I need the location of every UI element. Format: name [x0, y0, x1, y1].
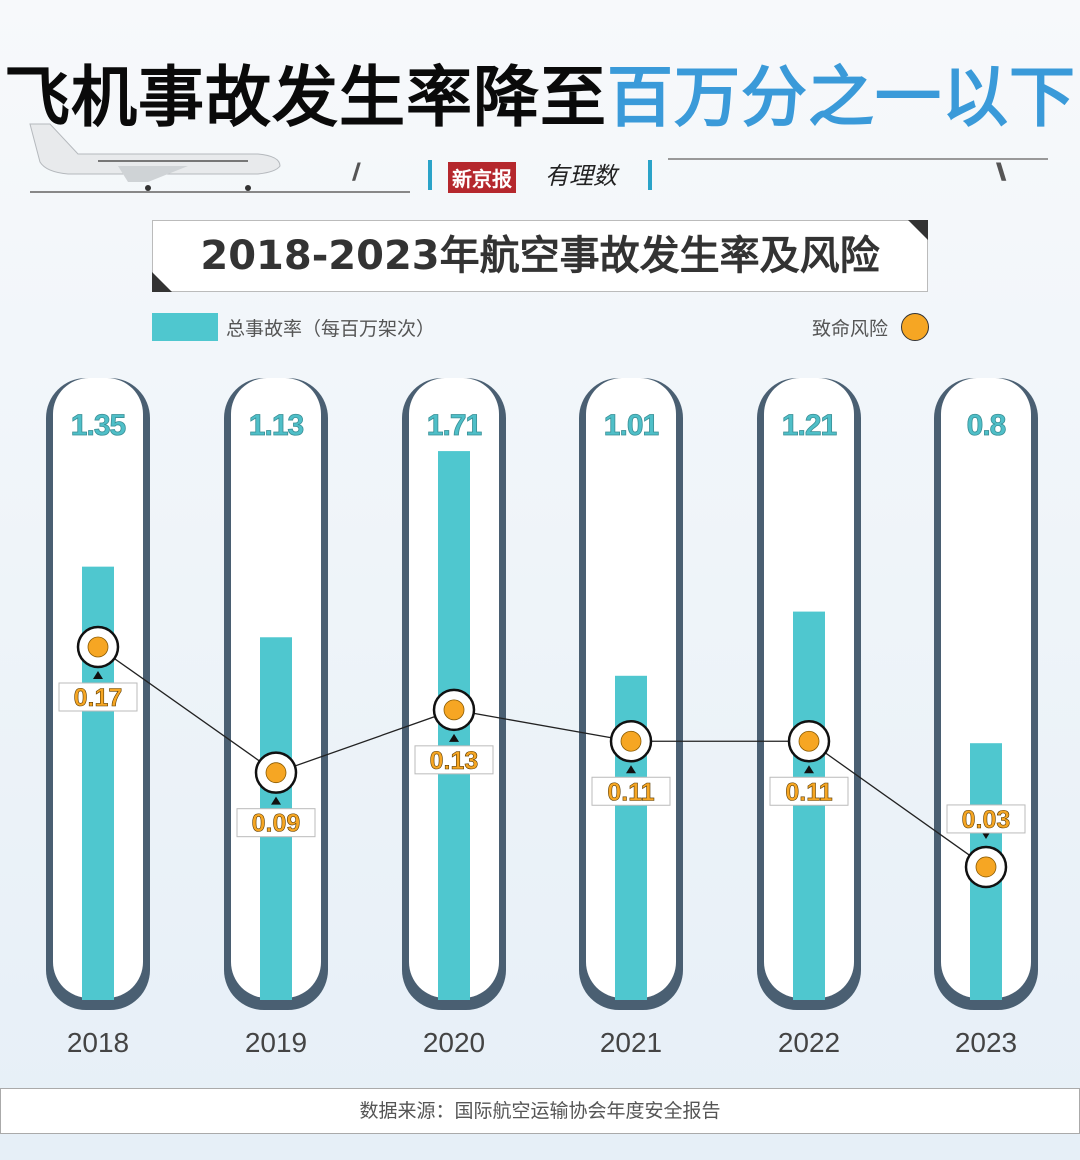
bar-value-label: 1.71 [427, 409, 482, 442]
brand-column-logo: 有理数 [545, 162, 617, 190]
x-tick-label: 2019 [245, 1027, 307, 1058]
risk-line [97, 646, 987, 868]
risk-point [87, 636, 109, 658]
risk-value-label: 0.11 [785, 778, 832, 806]
risk-value-label: 0.17 [74, 684, 123, 712]
arrow-up-icon [626, 765, 636, 774]
arrow-up-icon [271, 796, 281, 805]
x-tick-label: 2023 [955, 1027, 1017, 1058]
risk-point [798, 730, 820, 752]
risk-point [620, 730, 642, 752]
risk-value-label: 0.13 [430, 747, 479, 775]
risk-label-box [236, 808, 316, 838]
risk-label-box [769, 776, 849, 806]
corner-decoration [152, 272, 172, 292]
capsule [941, 378, 1031, 998]
corner-decoration [908, 220, 928, 240]
x-tick-label: 2021 [600, 1027, 662, 1058]
risk-point [975, 856, 997, 878]
legend-swatch-risk [901, 313, 929, 341]
brand-logo: 新京报 [448, 162, 516, 193]
airplane-icon [29, 123, 281, 191]
bar-value-label: 1.01 [604, 409, 659, 442]
risk-value-label: 0.03 [962, 806, 1011, 834]
divider-right [668, 158, 1048, 160]
x-tick-label: 2020 [423, 1027, 485, 1058]
arrow-up-icon [93, 671, 103, 679]
risk-label-box [414, 745, 494, 775]
risk-value-label: 0.11 [607, 778, 654, 806]
bar-value-label: 0.8 [967, 409, 1006, 442]
risk-label-box [591, 776, 671, 806]
slash-decoration: \\\ [996, 160, 1007, 185]
risk-point [443, 699, 465, 721]
x-tick-label: 2018 [67, 1027, 129, 1058]
bar-value-label: 1.13 [249, 409, 304, 442]
slash-decoration: // [352, 160, 360, 185]
legend-label-risk: 致命风险 [812, 318, 889, 340]
headline: 飞机事故发生率降至百万分之一以下 [0, 44, 1080, 140]
divider-mark [648, 160, 652, 190]
risk-label-box [946, 804, 1026, 834]
risk-point [265, 762, 287, 784]
headline-part1: 飞机事故发生率降至 [4, 59, 607, 136]
arrow-up-icon [449, 733, 459, 742]
divider-mark [428, 160, 432, 190]
bar-2022 [793, 611, 825, 1000]
chart-title-box: 2018-2023年航空事故发生率及风险 [152, 220, 928, 292]
chart-title: 2018-2023年航空事故发生率及风险 [200, 233, 880, 279]
divider-left [30, 191, 410, 193]
bar-value-label: 1.35 [71, 409, 126, 442]
legend-label-bar: 总事故率（每百万架次） [226, 318, 436, 340]
arrow-up-icon [804, 765, 814, 774]
source-note: 数据来源：国际航空运输协会年度安全报告 [0, 1088, 1080, 1134]
risk-value-label: 0.09 [252, 810, 301, 838]
x-tick-label: 2022 [778, 1027, 840, 1058]
legend-swatch-bar [152, 313, 218, 341]
bar-value-label: 1.21 [782, 409, 837, 442]
headline-part2: 百万分之一以下 [607, 59, 1076, 136]
chart: 1.35 2018 1.13 2019 1.71 2020 1.01 2021 1.21 2022… [46, 378, 1038, 1058]
risk-label-box [58, 682, 138, 712]
